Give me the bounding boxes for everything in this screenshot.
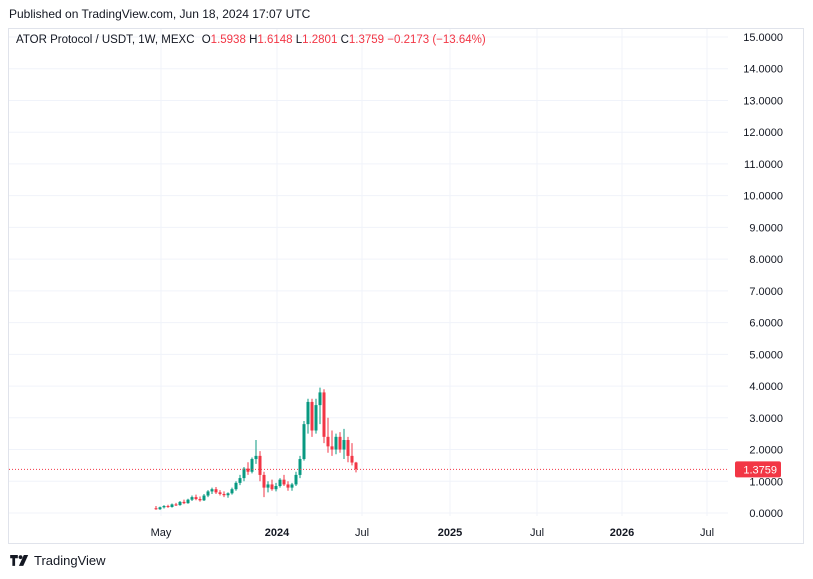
- candle-body: [174, 504, 178, 506]
- y-tick-label: 1.0000: [749, 476, 783, 488]
- candle-body: [318, 392, 322, 406]
- candle-body: [178, 501, 182, 506]
- candle-body: [278, 479, 282, 487]
- y-tick-label: 5.0000: [749, 349, 783, 361]
- candle-body: [198, 499, 202, 501]
- candles-layer: [154, 387, 358, 510]
- y-tick-label: 2.0000: [749, 445, 783, 457]
- x-tick-label: Jul: [530, 527, 544, 539]
- candle-body: [186, 499, 190, 504]
- candle-body: [266, 484, 270, 488]
- tradingview-logo-icon: [10, 554, 29, 566]
- candle-body: [286, 484, 290, 488]
- candle-body: [190, 497, 194, 500]
- x-tick-label: 2025: [438, 527, 462, 539]
- y-tick-label: 4.0000: [749, 381, 783, 393]
- candle-body: [302, 424, 306, 460]
- candle-body: [258, 455, 262, 475]
- candle-body: [254, 455, 258, 460]
- y-tick-label: 11.0000: [744, 159, 783, 171]
- candle-body: [246, 468, 250, 472]
- candle-body: [314, 405, 318, 431]
- candle-body: [290, 484, 294, 488]
- candle-body: [162, 506, 166, 508]
- candle-body: [206, 491, 210, 496]
- candle-body: [194, 497, 198, 500]
- candle-body: [326, 436, 330, 447]
- x-tick-label: 2026: [610, 527, 634, 539]
- candle-body: [242, 468, 246, 479]
- published-note: Published on TradingView.com, Jun 18, 20…: [9, 7, 311, 21]
- close-label: C: [340, 34, 349, 46]
- candle-body: [222, 493, 226, 496]
- low-label: L: [295, 34, 303, 46]
- candle-body: [298, 459, 302, 475]
- footer-brand[interactable]: TradingView: [10, 553, 106, 568]
- candle-body: [210, 489, 214, 492]
- candle-body: [170, 504, 174, 507]
- candle-body: [214, 489, 218, 493]
- candle-body: [234, 482, 238, 490]
- candle-body: [262, 474, 266, 488]
- y-tick-label: 3.0000: [749, 413, 783, 425]
- y-tick-label: 9.0000: [749, 222, 783, 234]
- x-tick-label: Jul: [700, 527, 714, 539]
- last-price-marker: 1.3759: [9, 461, 781, 478]
- candle-body: [166, 506, 170, 508]
- y-tick-label: 0.0000: [749, 508, 783, 520]
- candle-body: [230, 489, 234, 494]
- candle-body: [310, 401, 314, 431]
- candle-body: [270, 484, 274, 490]
- candle-body: [226, 493, 230, 496]
- x-tick-label: 2024: [265, 527, 290, 539]
- candle-body: [218, 492, 222, 494]
- chart-grid: [9, 29, 728, 516]
- last-price-badge: [735, 461, 781, 478]
- candle-body: [338, 436, 342, 450]
- candle-body: [154, 508, 158, 510]
- x-tick-label: May: [151, 527, 172, 539]
- candle-body: [294, 474, 298, 485]
- open-label: O: [201, 34, 211, 46]
- y-tick-label: 14.0000: [743, 64, 783, 76]
- candle-body: [202, 495, 206, 501]
- y-tick-label: 7.0000: [749, 286, 783, 298]
- candle-body: [342, 440, 346, 450]
- candle-body: [350, 455, 354, 463]
- candle-body: [322, 392, 326, 437]
- y-tick-label: 10.0000: [743, 191, 783, 203]
- change-value: −0.2173 (−13.64%): [387, 34, 486, 46]
- y-tick-label: 8.0000: [749, 254, 783, 266]
- high-label: H: [249, 34, 258, 46]
- y-tick-label: 12.0000: [743, 127, 783, 139]
- candle-body: [182, 501, 186, 504]
- symbol-label: ATOR Protocol / USDT, 1W, MEXC: [16, 34, 195, 46]
- candle-body: [238, 478, 242, 483]
- candle-body: [274, 486, 278, 490]
- chart-frame: [8, 28, 804, 544]
- open-value: 1.5938: [210, 34, 246, 46]
- time-axis: May 2024 Jul 2025 Jul 2026 Jul: [151, 527, 714, 539]
- candle-body: [334, 436, 338, 450]
- candle-body: [158, 507, 162, 510]
- y-tick-label: 13.0000: [743, 95, 783, 107]
- y-tick-label: 15.0000: [743, 32, 783, 44]
- symbol-legend: ATOR Protocol / USDT, 1W, MEXC O1.5938 H…: [16, 34, 486, 46]
- candle-body: [354, 462, 358, 470]
- last-price-label: 1.3759: [743, 464, 777, 476]
- candle-body: [282, 479, 286, 485]
- low-value: 1.2801: [302, 34, 338, 46]
- candle-body: [306, 401, 310, 425]
- close-value: 1.3759: [348, 34, 385, 46]
- candle-body: [250, 459, 254, 472]
- candle-body: [346, 440, 350, 456]
- high-value: 1.6148: [257, 34, 293, 46]
- brand-name: TradingView: [34, 553, 106, 568]
- x-tick-label: Jul: [355, 527, 369, 539]
- y-tick-label: 6.0000: [749, 318, 783, 330]
- price-axis: 15.0000 14.0000 13.0000 12.0000 11.0000 10.00…: [743, 32, 783, 520]
- candle-body: [330, 446, 334, 450]
